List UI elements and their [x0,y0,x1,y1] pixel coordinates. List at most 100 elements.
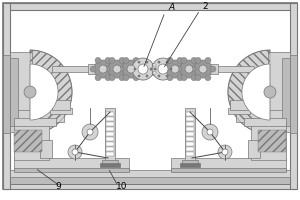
Bar [153,64,156,66]
Circle shape [202,124,218,140]
Bar [152,64,157,75]
Circle shape [191,57,197,63]
Circle shape [99,65,107,73]
Circle shape [110,66,116,72]
Bar [3,182,297,189]
Bar [258,130,286,152]
Bar [186,132,194,136]
Circle shape [194,60,212,78]
Circle shape [146,61,148,63]
Bar [3,3,297,10]
Wedge shape [242,64,270,120]
Circle shape [181,57,187,63]
Circle shape [113,65,121,73]
Circle shape [95,57,101,63]
Bar [157,65,162,74]
Bar [14,110,64,122]
Bar [3,3,10,189]
Bar [10,58,18,126]
Wedge shape [30,50,72,134]
Circle shape [24,86,36,98]
Bar [106,112,114,116]
Bar [10,52,32,132]
Circle shape [138,66,144,72]
Circle shape [138,61,140,63]
Circle shape [166,75,168,77]
Bar [10,8,290,182]
Bar [186,112,194,116]
Bar [186,127,194,131]
Circle shape [138,75,140,77]
Circle shape [94,60,112,78]
Circle shape [195,75,201,81]
Bar [50,108,72,114]
Bar [100,163,120,167]
Bar [186,147,194,151]
Circle shape [105,75,111,81]
Bar [186,117,194,121]
Text: 10: 10 [116,182,128,191]
Bar [186,122,194,126]
Bar [268,52,290,132]
Circle shape [158,75,160,77]
Bar [102,160,118,166]
Bar [210,64,218,74]
Circle shape [210,66,216,72]
Circle shape [123,75,129,81]
Circle shape [87,129,93,135]
Bar [153,69,156,71]
Bar [106,147,114,151]
Circle shape [152,58,174,80]
Circle shape [133,75,139,81]
Circle shape [146,75,148,77]
Text: A: A [168,3,174,12]
Bar [186,142,194,146]
Bar [230,100,248,110]
Bar [153,72,156,74]
Circle shape [82,124,98,140]
Bar [180,163,200,167]
Circle shape [176,66,182,72]
Circle shape [122,60,140,78]
Bar [3,55,10,133]
Circle shape [264,86,276,98]
Circle shape [182,66,188,72]
Text: 2: 2 [202,2,208,11]
Bar [290,3,297,189]
Circle shape [166,61,168,63]
Bar [185,108,195,163]
Circle shape [158,61,160,63]
Wedge shape [228,50,270,134]
Bar [14,158,129,171]
Circle shape [196,66,202,72]
Bar [14,122,49,160]
Bar [153,67,156,69]
Circle shape [222,149,228,155]
Wedge shape [30,64,58,120]
Circle shape [170,68,172,70]
Circle shape [108,60,126,78]
Bar [106,117,114,121]
Circle shape [195,57,201,63]
Bar [105,108,115,163]
Circle shape [124,66,130,72]
Circle shape [199,65,207,73]
Bar [52,66,90,72]
Bar [106,122,114,126]
Circle shape [119,75,125,81]
Bar [106,132,114,136]
Bar [236,110,286,122]
Circle shape [68,145,82,159]
Circle shape [185,65,193,73]
Text: 9: 9 [55,182,61,191]
Circle shape [158,64,168,74]
Circle shape [166,60,184,78]
Circle shape [109,57,115,63]
Circle shape [181,75,187,81]
Bar [228,108,250,114]
Bar [14,130,42,152]
Circle shape [154,68,156,70]
Bar [106,137,114,141]
Bar [171,158,286,171]
Circle shape [177,75,183,81]
